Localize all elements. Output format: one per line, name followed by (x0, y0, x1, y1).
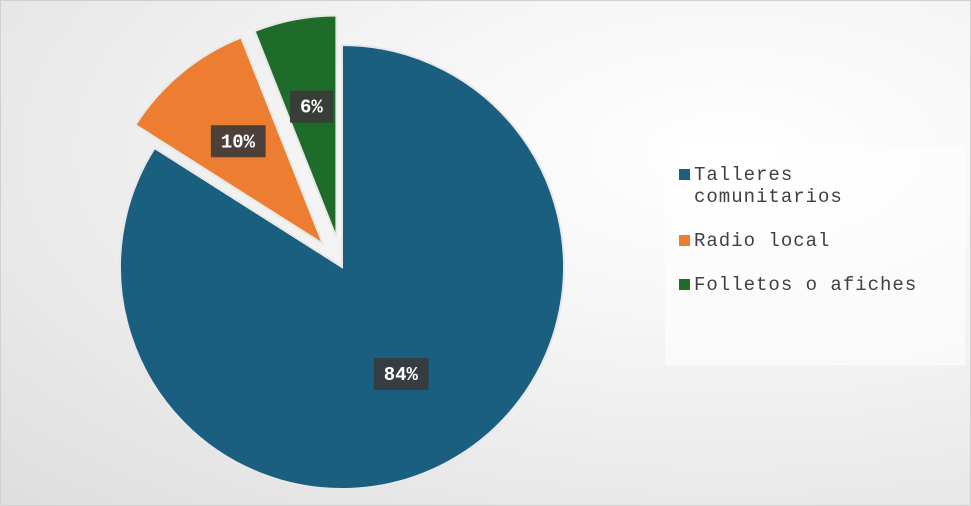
legend: Talleres comunitarios Radio local Folletos… (665, 146, 965, 365)
data-label: 6% (300, 97, 323, 119)
data-label: 84% (384, 364, 419, 386)
data-label-group: 10% (210, 125, 266, 158)
legend-label: Radio local (694, 230, 831, 252)
legend-label: Folletos o afiches (694, 274, 918, 296)
legend-label: Talleres comunitarios (694, 164, 843, 208)
legend-swatch (679, 279, 690, 290)
legend-swatch (679, 169, 690, 180)
pie-slice (119, 43, 565, 490)
data-label-bg (290, 90, 334, 123)
legend-swatch (679, 235, 690, 246)
data-label: 10% (221, 131, 256, 153)
pie-slice (253, 14, 338, 238)
data-label-group: 6% (290, 90, 334, 123)
legend-item: Folletos o afiches (679, 274, 955, 296)
data-label-group: 84% (373, 357, 429, 390)
legend-item: Radio local (679, 230, 955, 252)
legend-item: Talleres comunitarios (679, 164, 955, 208)
data-label-bg (373, 357, 429, 390)
data-label-bg (210, 125, 266, 158)
